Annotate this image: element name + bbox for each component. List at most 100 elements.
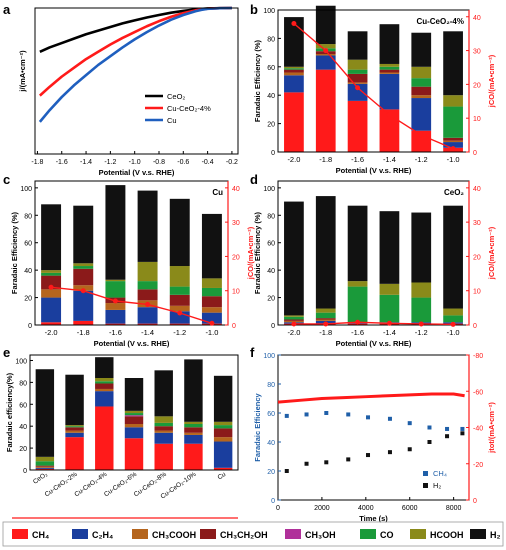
b-bar-c2h4 [411,98,432,131]
d-jco-point [418,321,424,327]
b-x-tick-label: -1.8 [319,155,332,164]
b-bar-co [379,66,400,70]
f-point-fe_h2 [304,461,309,466]
b-x-tick-label: -1.0 [447,155,460,164]
d-x-tick-label: -1.4 [383,328,396,337]
b-right-tick-label: 30 [473,49,481,56]
b-bar-h2 [347,31,368,60]
f-point-fe_h2 [445,434,450,439]
d-plot-frame [277,180,470,326]
b-left-tick-label: 20 [267,122,275,129]
b-x-tick-label: -1.2 [415,155,428,164]
c-bar-c2h4 [201,312,222,324]
e-bar-h2 [35,369,55,457]
c-bar-h2 [73,205,94,264]
c-bar-ch4 [73,320,94,325]
b-annotation: Cu-CeO₂-4% [416,17,464,26]
a-x-tick-label: -0.6 [177,159,189,166]
a-legend-label: Cu-CeO₂-4% [167,104,211,113]
b-bar-ch3ch2oh [347,73,368,83]
b-bar-c2h4 [443,142,463,148]
d-bar-hcooh [315,308,336,313]
c-right-tick-label: 30 [232,220,240,227]
legend-label-ch3cooh: CH₃COOH [152,530,196,540]
b-bar-ch3ch2oh [379,69,400,73]
legend-swatch-h2 [470,529,486,539]
d-x-tick-label: -1.2 [415,328,428,337]
d-xlabel: Potential (V v.s. RHE) [336,339,412,348]
f-point-fe_h2 [366,453,371,458]
e-bar-h2 [124,378,144,411]
a-x-tick-label: -1.4 [80,159,92,166]
e-bar-ch3cooh [184,432,203,435]
panel-label-f: f [250,345,255,360]
c-left-tick-label: 40 [24,268,32,275]
d-left-tick-label: 40 [267,268,275,275]
a-x-tick-label: -1.6 [56,159,68,166]
d-jco-point [323,321,329,327]
d-left-tick-label: 20 [267,296,275,303]
b-right-tick-label: 10 [473,116,481,123]
b-bar-c2h4 [284,75,304,93]
e-bar-ch3cooh [213,437,233,442]
b-right-tick-label: 20 [473,82,481,89]
f-right-tick-label: -20 [473,462,483,469]
f-point-fe_ch4 [407,421,412,426]
panel-c: -2.0 -1.8 -1.6 -1.4 -1.2 -1.0020406080100Fara… [10,180,255,348]
e-left-tick-label: 20 [19,446,27,453]
c-right-tick-label: 0 [232,323,236,330]
c-x-tick-label: -1.2 [173,328,186,337]
f-point-fe_h2 [407,447,412,452]
panel-label-b: b [250,2,258,17]
b-bar-ch4 [411,130,432,152]
e-bar-ch3ch2oh [154,426,173,431]
b-x-tick-label: -1.4 [383,155,396,164]
f-left-tick-label: 100 [263,353,275,360]
b-bar-co [347,69,368,74]
e-bar-c2h4 [154,432,173,444]
d-ylabel: Faradaic Efficiency (%) [253,211,262,294]
c-jco-point [80,288,86,294]
e-bar-ch3cooh [65,430,84,433]
panel-e: CeO₂Cu-CeO₂-2%Cu-CeO₂-4%Cu-CeO₂-6%Cu-CeO… [5,354,239,500]
e-bar-c2h4 [95,391,114,407]
b-jco-point [323,48,329,54]
b-jco-point [386,112,392,118]
c-left-tick-label: 80 [24,213,32,220]
b-bar-hcooh [411,66,432,79]
b-bar-ch4 [379,109,400,152]
b-jco-line [293,22,454,150]
f-ylabel: Faradaic Efficiency [253,392,262,461]
c-left-tick-label: 0 [28,323,32,330]
e-bar-ch3ch2oh [95,383,114,389]
b-bar-h2 [315,5,336,45]
legend-frame [2,521,504,547]
c-bar-ch3ch2oh [169,294,190,306]
f-point-fe_h2 [460,431,465,436]
e-bar-ch4 [95,406,114,470]
c-bar-co [105,281,126,298]
c-bar-hcooh [169,266,190,287]
e-bar-ch4 [124,438,144,470]
d-bar-h2 [411,212,432,283]
c-jco-point [112,298,118,304]
e-bar-ch3cooh [35,466,55,468]
b-ylabel: Faradaic Efficiency (%) [253,39,262,122]
e-bar-c2h4 [213,441,233,468]
c-bar-co [41,272,62,276]
e-bar-c2h4 [65,432,84,438]
b-bar-hcooh [315,44,336,49]
e-bar-co [95,381,114,384]
c-right-tick-label: 40 [232,186,240,193]
a-ylabel: j/(mA•cm⁻²) [18,50,27,93]
f-left-tick-label: 20 [267,469,275,476]
b-bar-ch3cooh [284,72,304,76]
e-bar-ch3ch2oh [124,416,144,424]
e-x-tick-label: Cu [216,471,227,482]
e-left-tick-label: 40 [19,424,27,431]
legend-swatch-ch4 [12,529,28,539]
c-bar-ch4 [169,323,190,325]
c-bar-co [73,266,94,269]
b-bar-co [411,78,432,87]
b-plot-frame [277,9,470,153]
